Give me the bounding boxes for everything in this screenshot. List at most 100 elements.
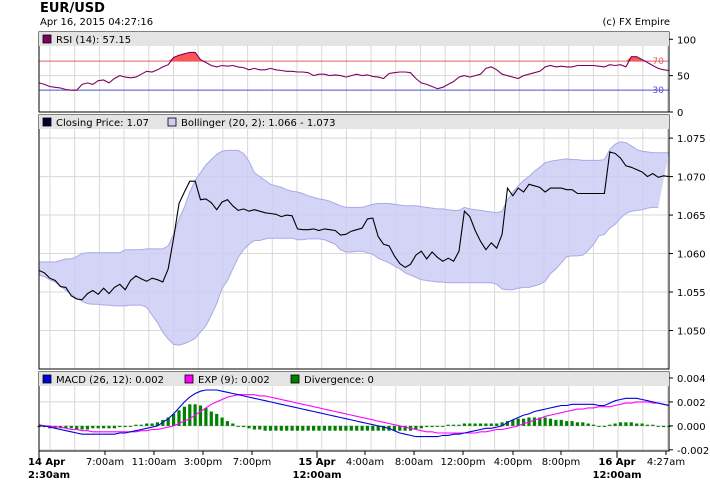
x-tick-label: 4:27am xyxy=(647,457,685,468)
divergence-bar xyxy=(312,425,316,431)
closing-price-legend-swatch xyxy=(42,117,52,127)
divergence-legend-label: Divergence: 0 xyxy=(304,375,374,386)
divergence-bar xyxy=(635,423,639,426)
rsi-legend-label: RSI (14): 57.15 xyxy=(56,35,131,46)
divergence-bar xyxy=(478,423,483,426)
macd-legend-label: MACD (26, 12): 0.002 xyxy=(56,375,164,386)
divergence-bar xyxy=(371,425,375,431)
divergence-bar xyxy=(247,425,251,429)
divergence-bar xyxy=(268,425,273,431)
divergence-bar xyxy=(516,418,520,426)
divergence-bar xyxy=(198,405,203,426)
bollinger-upper-line xyxy=(39,141,669,263)
divergence-bar xyxy=(225,421,229,426)
divergence-bar xyxy=(500,422,504,426)
divergence-bar xyxy=(656,425,660,427)
chart-datetime: Apr 16, 2015 04:27:16 xyxy=(40,17,154,28)
divergence-bar xyxy=(242,425,246,428)
rsi-level-label-30: 30 xyxy=(653,86,665,96)
x-tick-label: 14 Apr xyxy=(28,457,65,468)
divergence-bar xyxy=(128,425,133,427)
divergence-bar xyxy=(349,425,353,431)
divergence-bar xyxy=(452,424,456,426)
divergence-bar xyxy=(344,425,348,431)
divergence-bar xyxy=(495,423,499,426)
price-y-tick-label: 1.070 xyxy=(677,173,706,184)
rsi-level-label-70: 70 xyxy=(653,57,665,67)
x-tick-sublabel: 12:00am xyxy=(593,470,642,481)
divergence-bar xyxy=(96,425,100,429)
divergence-bar xyxy=(155,422,159,426)
divergence-bar xyxy=(328,425,332,431)
divergence-bar xyxy=(69,425,73,429)
divergence-bar xyxy=(414,425,418,430)
divergence-bar xyxy=(592,424,596,426)
bollinger-legend-label: Bollinger (20, 2): 1.066 - 1.073 xyxy=(181,118,335,129)
divergence-bar xyxy=(532,417,536,426)
x-tick-sublabel: 2:30am xyxy=(28,470,70,481)
divergence-bar xyxy=(317,425,321,431)
divergence-bar xyxy=(559,419,563,426)
divergence-bar xyxy=(446,424,450,426)
divergence-bar xyxy=(172,413,176,426)
divergence-bar xyxy=(570,421,574,426)
macd-y-tick-label: 0.000 xyxy=(677,422,706,433)
divergence-bar xyxy=(392,425,396,431)
rsi-y-tick-label: 100 xyxy=(677,35,696,46)
closing-price-legend-label: Closing Price: 1.07 xyxy=(56,118,149,129)
price-y-tick-label: 1.065 xyxy=(677,211,706,222)
price-y-tick-label: 1.075 xyxy=(677,134,706,145)
divergence-bar xyxy=(651,424,655,426)
x-tick-label: 11:00am xyxy=(132,457,177,468)
price-y-tick-label: 1.060 xyxy=(677,250,706,261)
divergence-bar xyxy=(662,425,666,428)
divergence-bar xyxy=(586,423,590,426)
divergence-bar xyxy=(279,425,283,431)
divergence-bar xyxy=(139,424,143,426)
divergence-bar xyxy=(425,425,429,428)
divergence-bar xyxy=(91,425,95,429)
macd-y-tick-label: -0.002 xyxy=(677,446,709,457)
x-tick-label: 12:00pm xyxy=(441,457,486,468)
x-tick-label: 7:00am xyxy=(86,457,124,468)
divergence-bar xyxy=(602,425,606,427)
divergence-bar xyxy=(182,406,186,426)
divergence-bar xyxy=(215,413,219,426)
divergence-bar xyxy=(403,425,407,431)
x-tick-label: 7:00pm xyxy=(233,457,272,468)
divergence-bar xyxy=(209,411,213,426)
divergence-bar xyxy=(398,425,402,431)
bollinger-lower-line xyxy=(38,206,659,346)
symbol-title: EUR/USD xyxy=(40,1,105,16)
divergence-bar xyxy=(565,421,569,426)
legend-bar xyxy=(39,372,669,386)
divergence-bar xyxy=(295,425,299,431)
divergence-bar xyxy=(624,422,628,426)
divergence-bar xyxy=(543,417,547,426)
divergence-bar xyxy=(145,423,149,426)
rsi-legend-swatch xyxy=(42,34,52,44)
divergence-bar xyxy=(75,425,79,430)
divergence-bar xyxy=(505,421,509,426)
divergence-bar xyxy=(290,425,294,431)
divergence-bar xyxy=(489,423,493,426)
divergence-bar xyxy=(468,423,472,426)
divergence-bar xyxy=(306,425,310,431)
x-tick-label: 4:00pm xyxy=(494,457,533,468)
divergence-bar xyxy=(419,425,423,429)
price-y-tick-label: 1.055 xyxy=(677,288,706,299)
divergence-bar xyxy=(382,425,386,431)
price-y-tick-label: 1.050 xyxy=(677,327,706,338)
divergence-bar xyxy=(473,423,477,426)
divergence-bar xyxy=(365,425,369,431)
divergence-bar xyxy=(355,425,359,431)
x-tick-label: 15 Apr xyxy=(298,457,335,468)
divergence-bar xyxy=(80,425,84,430)
divergence-bar xyxy=(511,419,515,426)
divergence-bar xyxy=(301,425,305,431)
divergence-bar xyxy=(274,425,278,431)
divergence-bar xyxy=(102,425,106,429)
divergence-bar xyxy=(538,417,542,426)
x-tick-label: 4:00am xyxy=(346,457,384,468)
